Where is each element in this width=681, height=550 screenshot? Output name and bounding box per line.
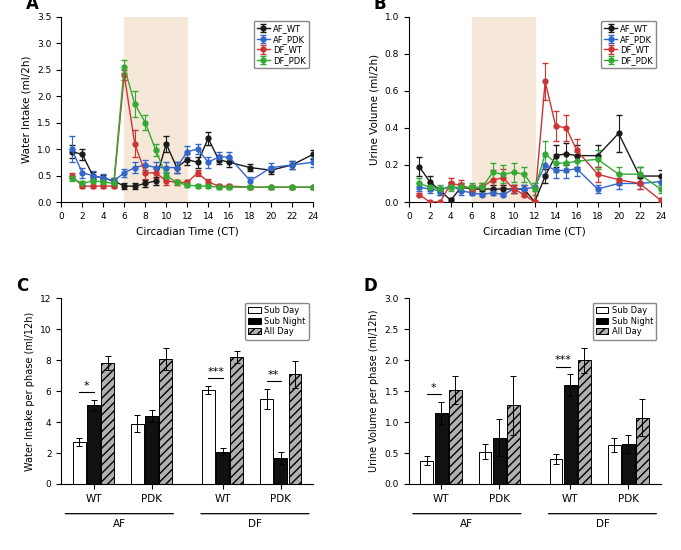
Y-axis label: Urine Volume (ml/2h): Urine Volume (ml/2h)	[369, 54, 379, 165]
Text: ***: ***	[207, 367, 224, 377]
Legend: Sub Day, Sub Night, All Day: Sub Day, Sub Night, All Day	[245, 302, 309, 340]
Bar	[622, 444, 635, 484]
Bar	[564, 385, 577, 484]
Text: *: *	[84, 381, 89, 391]
Text: DF: DF	[595, 519, 609, 529]
Bar	[507, 405, 520, 484]
Bar	[230, 358, 243, 484]
Text: ***: ***	[554, 355, 571, 365]
Bar	[479, 452, 492, 484]
Bar	[578, 360, 591, 484]
Bar	[493, 438, 505, 484]
Bar	[607, 445, 620, 484]
Bar	[289, 374, 302, 484]
Y-axis label: Water Intake per phase (ml/12h): Water Intake per phase (ml/12h)	[25, 312, 35, 471]
Y-axis label: Urine Volume per phase (ml/12h): Urine Volume per phase (ml/12h)	[369, 310, 379, 472]
Text: *: *	[431, 383, 437, 393]
Text: C: C	[16, 277, 28, 295]
Bar	[159, 359, 172, 484]
Legend: AF_WT, AF_PDK, DF_WT, DF_PDK: AF_WT, AF_PDK, DF_WT, DF_PDK	[601, 21, 656, 68]
Text: D: D	[364, 277, 377, 295]
Bar	[274, 458, 287, 484]
Legend: Sub Day, Sub Night, All Day: Sub Day, Sub Night, All Day	[592, 302, 656, 340]
Text: AF: AF	[460, 519, 473, 529]
Text: AF: AF	[113, 519, 126, 529]
Bar	[260, 399, 273, 484]
Bar	[145, 416, 158, 484]
Bar	[101, 364, 114, 484]
Bar	[202, 390, 215, 484]
Bar	[420, 460, 433, 484]
Y-axis label: Water Intake (ml/2h): Water Intake (ml/2h)	[22, 56, 31, 163]
Bar	[124, 16, 187, 202]
Text: **: **	[268, 370, 279, 380]
Bar	[434, 413, 447, 484]
Legend: AF_WT, AF_PDK, DF_WT, DF_PDK: AF_WT, AF_PDK, DF_WT, DF_PDK	[253, 21, 309, 68]
Bar	[131, 424, 144, 484]
X-axis label: Circadian Time (CT): Circadian Time (CT)	[136, 226, 238, 236]
Bar	[550, 459, 563, 484]
Bar	[449, 390, 462, 484]
Text: A: A	[26, 0, 39, 13]
Text: B: B	[373, 0, 386, 13]
Bar	[636, 418, 649, 484]
Bar	[87, 405, 100, 484]
Bar	[217, 452, 229, 484]
Text: DF: DF	[248, 519, 262, 529]
X-axis label: Circadian Time (CT): Circadian Time (CT)	[484, 226, 586, 236]
Bar	[472, 16, 535, 202]
Bar	[73, 442, 86, 484]
